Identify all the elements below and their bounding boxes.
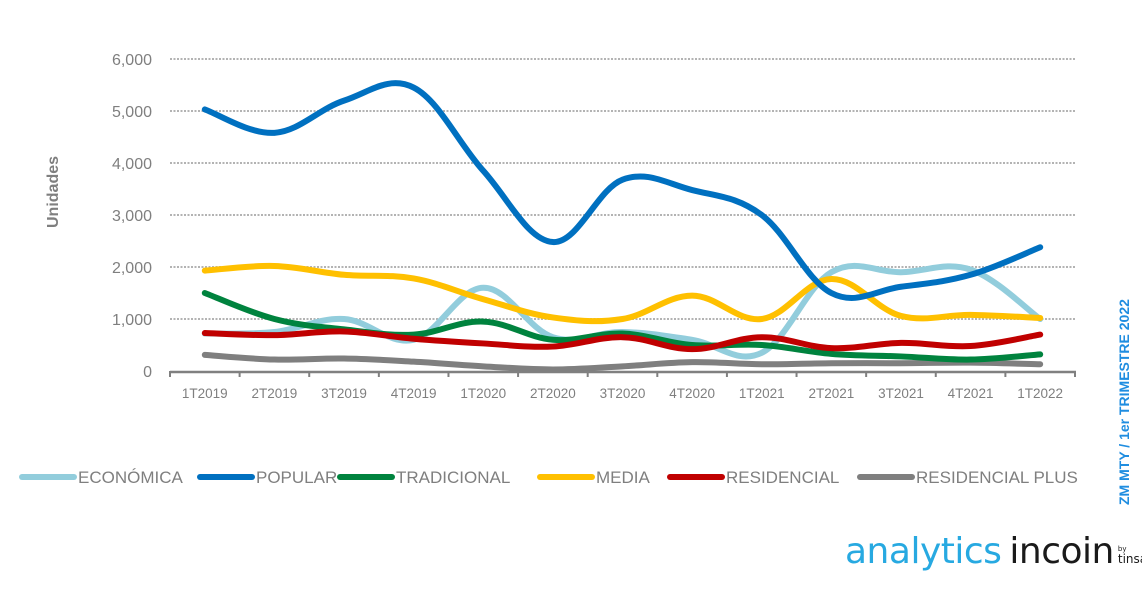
series-line-media: [201, 262, 1044, 325]
x-tick-label: 4T2019: [391, 386, 437, 401]
legend-item: RESIDENCIAL: [667, 468, 839, 487]
logo-byline: by tinsa: [1118, 545, 1142, 566]
series-line-popular: [201, 80, 1044, 301]
legend-label: ECONÓMICA: [78, 468, 184, 487]
x-tick-label: 2T2019: [252, 386, 298, 401]
series-lines: [201, 80, 1044, 373]
legend-label: POPULAR: [256, 468, 337, 487]
series-line-tradicional: [201, 290, 1044, 363]
legend: ECONÓMICA POPULAR TRADICIONAL MEDIA RESIDENC…: [19, 468, 1078, 487]
y-tick-label: 1,000: [112, 312, 152, 329]
x-tick-label: 3T2019: [321, 386, 367, 401]
legend-label: RESIDENCIAL: [726, 468, 839, 487]
legend-label: RESIDENCIAL PLUS: [916, 468, 1078, 487]
analytics-incoin-logo: analytics incoin by tinsa: [845, 530, 1142, 574]
logo-incoin: incoin: [1009, 531, 1114, 572]
logo-by: by: [1117, 545, 1127, 553]
line-chart: 0 1,000 2,000 3,000 4,000 5,000 6,000 1T2019 2T…: [19, 52, 1078, 487]
y-tick-label: 4,000: [112, 156, 152, 173]
side-note: ZM MTY / 1er TRIMESTRE 2022: [1116, 299, 1132, 505]
y-tick-label: 6,000: [112, 52, 152, 69]
y-axis-ticks: 0 1,000 2,000 3,000 4,000 5,000 6,000: [112, 52, 152, 381]
legend-label: TRADICIONAL: [396, 468, 510, 487]
x-tick-label: 4T2020: [669, 386, 715, 401]
x-tick-label: 3T2021: [878, 386, 924, 401]
logo-analytics: analytics: [845, 531, 1002, 572]
legend-item: RESIDENCIAL PLUS: [857, 468, 1078, 487]
x-axis: 1T2019 2T2019 3T2019 4T2019 1T2020 2T2020 3T20…: [169, 370, 1076, 401]
x-tick-label: 1T2019: [182, 386, 228, 401]
logo-tinsa: tinsa: [1117, 552, 1142, 566]
x-tick-label: 1T2022: [1017, 386, 1063, 401]
legend-item: POPULAR: [197, 468, 337, 487]
y-axis-title: Unidades: [45, 156, 62, 228]
x-tick-label: 3T2020: [600, 386, 646, 401]
x-tick-label: 1T2020: [460, 386, 506, 401]
y-tick-label: 3,000: [112, 208, 152, 225]
y-tick-label: 2,000: [112, 260, 152, 277]
legend-item: ECONÓMICA: [19, 468, 184, 487]
y-tick-label: 5,000: [112, 104, 152, 121]
legend-item: MEDIA: [537, 468, 651, 487]
legend-item: TRADICIONAL: [337, 468, 510, 487]
y-tick-label: 0: [143, 364, 152, 381]
legend-label: MEDIA: [596, 468, 651, 487]
x-tick-label: 2T2021: [808, 386, 854, 401]
x-tick-label: 1T2021: [739, 386, 785, 401]
x-tick-label: 4T2021: [948, 386, 994, 401]
x-tick-label: 2T2020: [530, 386, 576, 401]
